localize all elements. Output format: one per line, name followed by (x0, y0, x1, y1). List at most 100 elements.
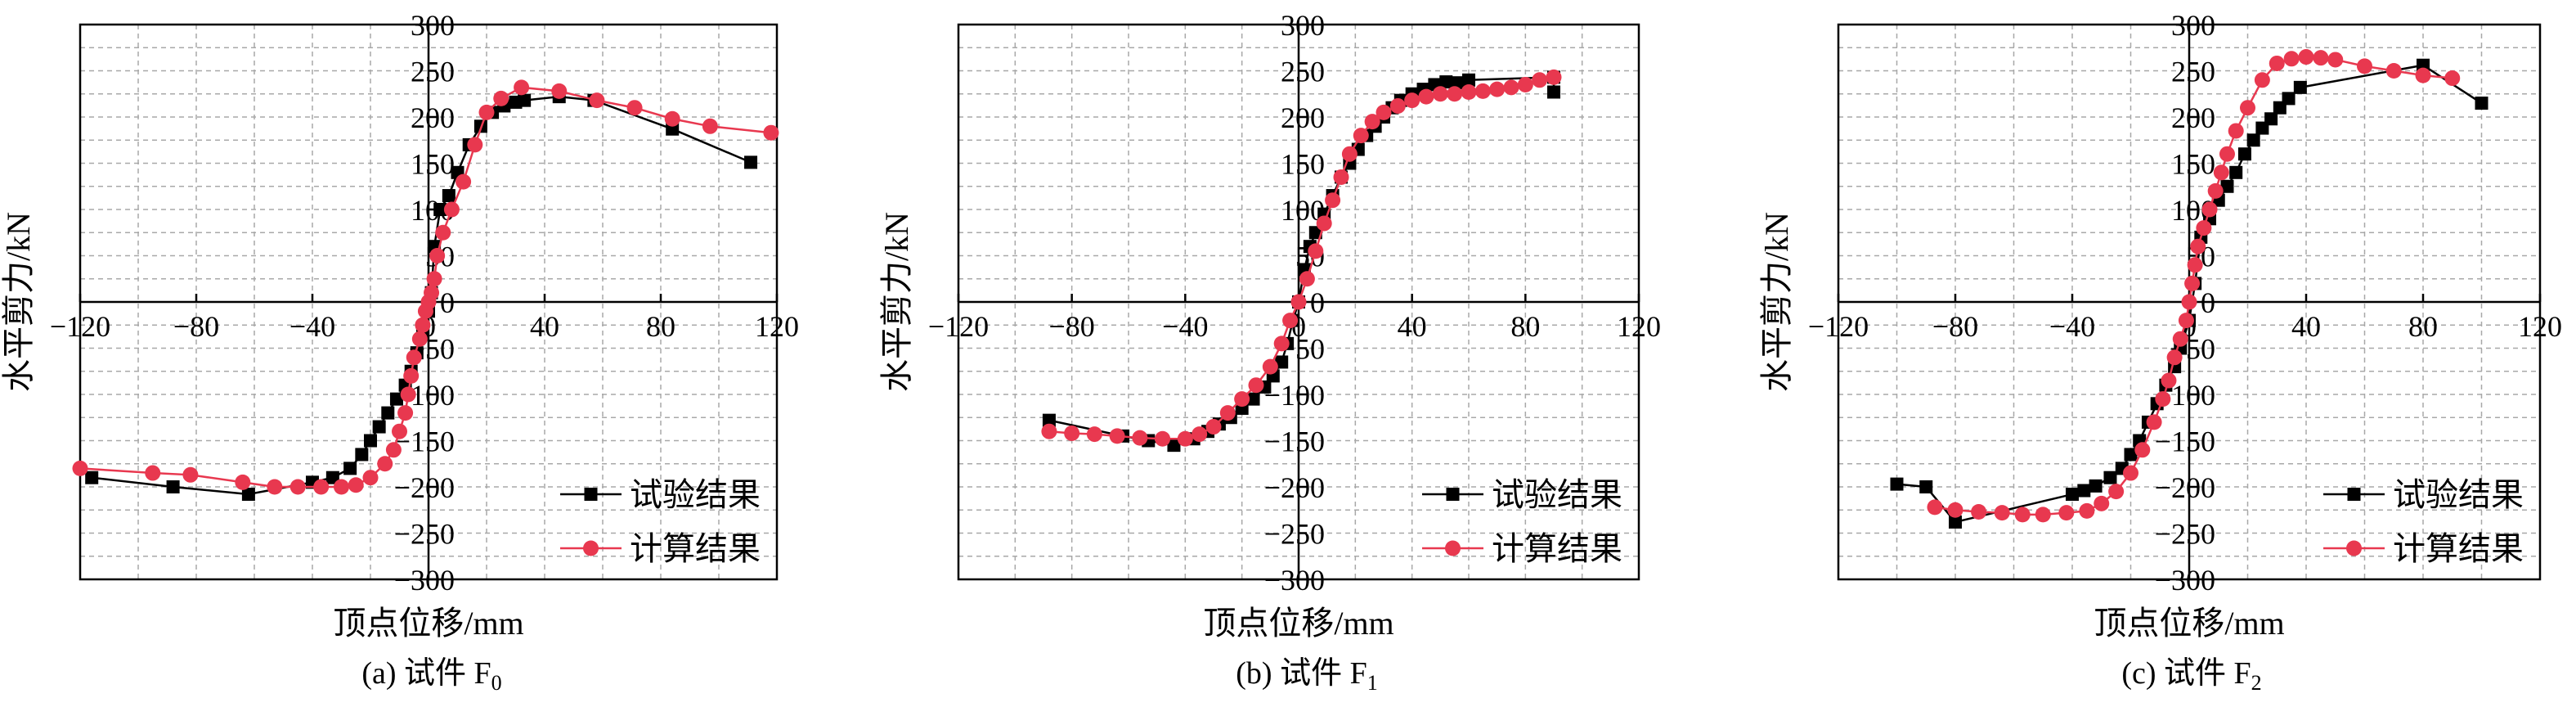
data-point-circle (2201, 201, 2218, 218)
data-point-circle (2444, 70, 2461, 87)
y-tick-label: −300 (1264, 564, 1325, 597)
data-point-square (1949, 515, 1962, 529)
data-point-circle (182, 466, 199, 483)
panel-caption: (a) 试件 F0 (361, 656, 501, 695)
data-point-circle (397, 405, 414, 421)
data-point-circle (478, 104, 495, 120)
data-point-square (2229, 165, 2243, 179)
data-point-circle (1376, 104, 1392, 120)
data-point-circle (2161, 372, 2177, 389)
y-tick-label: −200 (2155, 471, 2215, 504)
data-point-circle (1971, 504, 1987, 520)
panel-caption-subscript: 2 (2251, 671, 2262, 695)
data-point-circle (551, 83, 568, 99)
data-point-circle (1503, 79, 1519, 96)
data-point-circle (1132, 430, 1148, 446)
x-tick-label: 40 (2291, 310, 2321, 343)
data-point-circle (2058, 505, 2075, 521)
data-point-square (1308, 226, 1322, 240)
legend-label: 计算结果 (1492, 530, 1622, 567)
x-tick-label: 80 (2408, 310, 2438, 343)
legend-label: 试验结果 (2393, 476, 2524, 513)
y-axis-title: 水平剪力/kN (0, 212, 37, 392)
data-point-circle (1086, 426, 1102, 443)
data-point-circle (1109, 428, 1125, 444)
data-point-circle (2184, 275, 2201, 291)
x-axis-title: 顶点位移/mm (2094, 605, 2284, 642)
y-tick-label: 0 (1310, 286, 1325, 319)
data-point-circle (2014, 507, 2031, 523)
x-tick-label: 120 (1617, 310, 1661, 343)
data-point-square (518, 93, 532, 107)
x-axis-title: 顶点位移/mm (333, 605, 523, 642)
data-point-circle (1404, 92, 1420, 109)
y-tick-label: −150 (1264, 426, 1325, 458)
data-point-circle (145, 465, 161, 481)
data-point-square (1451, 76, 1465, 90)
y-tick-label: −200 (394, 471, 455, 504)
data-point-circle (2269, 55, 2285, 71)
data-point-square (325, 471, 339, 484)
panel-caption: (c) 试件 F2 (2121, 656, 2261, 695)
data-point-square (1547, 85, 1560, 99)
data-point-circle (2094, 495, 2110, 511)
chart-panel-1: −120−80−4004080120−300−250−200−150−100−5… (878, 9, 1661, 695)
data-point-circle (1299, 271, 1315, 287)
y-tick-label: 300 (411, 9, 455, 42)
data-point-square (433, 203, 447, 216)
x-tick-label: −80 (173, 310, 219, 343)
panel-caption-text: (b) 试件 F (1236, 656, 1367, 691)
data-point-square (2246, 133, 2260, 147)
data-point-circle (2178, 313, 2194, 329)
x-tick-label: 120 (2518, 310, 2562, 343)
data-point-circle (626, 100, 643, 116)
data-point-square (355, 448, 369, 462)
data-point-square (1246, 392, 1260, 406)
data-point-circle (2187, 257, 2203, 273)
data-point-square (2089, 479, 2103, 493)
data-point-circle (1489, 81, 1506, 97)
data-point-circle (1219, 405, 1236, 421)
data-point-circle (589, 92, 605, 109)
y-tick-label: −100 (1264, 379, 1325, 412)
data-point-square (2282, 92, 2296, 106)
y-tick-label: 150 (2171, 148, 2215, 181)
x-tick-label: 80 (1510, 310, 1540, 343)
data-point-circle (2134, 442, 2151, 458)
data-point-circle (2298, 49, 2314, 65)
data-point-circle (72, 460, 88, 476)
data-point-circle (664, 110, 680, 127)
data-point-circle (1192, 426, 1208, 443)
x-tick-label: −40 (1162, 310, 1208, 343)
data-point-square (2103, 471, 2117, 484)
data-point-circle (313, 479, 330, 495)
y-tick-label: 300 (2171, 9, 2215, 42)
legend-marker-circle (2346, 540, 2362, 556)
data-point-circle (2327, 52, 2344, 68)
data-point-square (1275, 355, 1289, 369)
data-point-square (1167, 439, 1181, 453)
data-point-circle (2155, 391, 2171, 408)
data-point-circle (2357, 58, 2372, 74)
data-point-circle (456, 173, 472, 190)
data-point-circle (1155, 430, 1171, 447)
y-tick-label: −250 (2155, 518, 2215, 551)
data-point-circle (514, 79, 530, 96)
y-tick-label: 250 (411, 56, 455, 88)
data-point-circle (1248, 377, 1264, 394)
data-point-circle (2228, 123, 2244, 139)
data-point-circle (1341, 146, 1358, 162)
data-point-circle (435, 224, 451, 241)
y-tick-label: −300 (2155, 564, 2215, 597)
data-point-square (2220, 179, 2234, 193)
data-point-circle (1517, 76, 1533, 92)
data-point-circle (2313, 50, 2329, 66)
y-axis-title: 水平剪力/kN (1758, 212, 1795, 392)
y-tick-label: −200 (1264, 471, 1325, 504)
legend-marker-square (2347, 488, 2361, 501)
data-point-circle (2181, 294, 2197, 310)
x-tick-label: 80 (646, 310, 675, 343)
x-tick-label: −120 (1808, 310, 1869, 343)
